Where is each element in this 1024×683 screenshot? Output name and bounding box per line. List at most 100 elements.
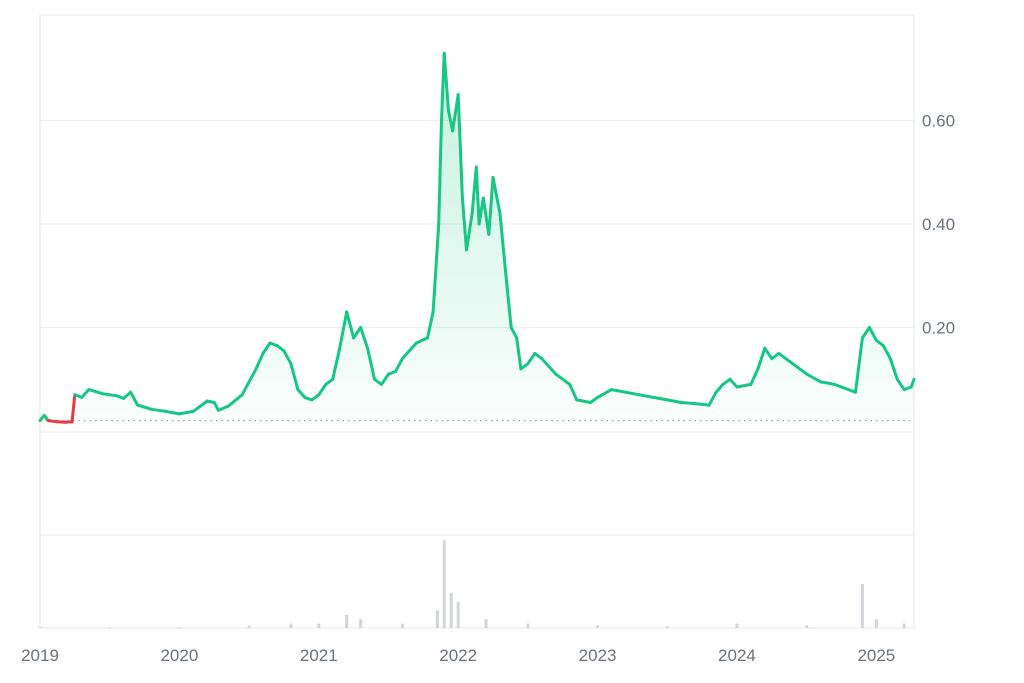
price-line-segment [854,336,864,394]
price-line-segment [860,326,871,340]
price-line-segment [679,401,697,406]
price-line-segment [735,382,753,389]
x-tick-label: 2021 [300,646,338,665]
price-line-segment [426,310,435,340]
price-line-segment [554,372,572,386]
price-line-segment [129,390,140,407]
price-line-segment [289,362,300,392]
x-tick-label: 2023 [579,646,617,665]
volume-bar [442,540,446,628]
price-line-segment [414,336,429,345]
price-line-segment [895,377,906,392]
price-line-segment [777,351,795,366]
price-line-segment [394,357,404,373]
volume-bar [108,627,112,628]
price-line-segment [515,336,523,371]
price-line-segment [296,388,307,399]
volume-bar [435,610,439,628]
price-line-segment [80,388,91,399]
price-line-segment [819,380,836,386]
price-line-segment [442,51,450,112]
price-line-segment [728,377,739,389]
price-line-segment [568,382,579,402]
volume-bar [596,625,600,628]
volume-bar [345,614,349,628]
price-line-segment [460,196,468,252]
price-area-fill [40,53,914,421]
price-line-segment [651,395,669,402]
y-tick-label: 0.40 [922,215,955,234]
x-tick-label: 2019 [21,646,59,665]
price-lines [38,51,916,424]
y-tick-label: 0.60 [922,112,955,131]
price-line-segment [610,388,627,394]
volume-bar [289,623,293,628]
price-line-segment [226,393,244,408]
x-tick-label: 2025 [857,646,895,665]
price-line-segment [380,372,390,386]
price-line-segment [437,119,443,226]
price-line-segment [456,93,464,200]
price-line-segment [487,175,495,236]
volume-bar [400,623,404,628]
price-line-segment [366,346,376,381]
volume-bar [359,619,363,628]
volume-bar [874,619,878,628]
price-line-segment [465,212,474,252]
price-line-segment [338,310,349,350]
price-line-segment [150,407,167,413]
price-line-segment [637,393,655,399]
x-tick-label: 2022 [439,646,477,665]
price-line-segment [101,392,119,398]
price-line-segment [359,326,370,350]
volume-bar [38,627,42,628]
volume-bar [456,601,460,628]
price-line-segment [505,284,513,329]
x-tick-label: 2024 [718,646,756,665]
price-line-segment [540,357,558,376]
price-line-segment [70,393,77,424]
price-line-segment [881,344,892,361]
price-line-segment [216,404,230,412]
volume-bar [805,625,809,628]
volume-bar [449,592,453,628]
price-line-segment [400,349,411,361]
price-line-segment [596,388,613,399]
price-line-segment [867,326,878,342]
price-line-segment [665,398,683,404]
plot-frame [39,14,915,629]
y-tick-label: 0.20 [922,319,955,338]
price-line-segment [624,390,641,397]
price-line-segment [474,165,481,226]
price-line-segment [756,346,767,371]
volume-bar [484,619,488,628]
price-line-segment [526,351,537,366]
price-line-segment [331,346,342,381]
price-line-segment [805,372,823,384]
price-line-segment [693,402,711,407]
volume-bar [665,626,669,628]
price-line-segment [177,409,195,416]
volume-bar [247,625,251,628]
price-line-segment [282,349,293,366]
price-line-segment [575,398,593,404]
volume-bar [902,623,906,628]
price-line-segment [431,222,441,314]
price-line-segment [164,409,181,416]
price-line-segment [240,367,258,397]
volume-bar [526,623,530,628]
price-line-segment [763,346,774,361]
price-line-segment [749,367,760,386]
price-line-segment [87,388,105,396]
price-line-segment [122,390,133,400]
price-line-segment [791,362,809,376]
volume-bar [735,623,739,628]
price-area [40,53,914,421]
price-line-segment [254,351,265,371]
x-tick-labels: 2019 2020 2021 2022 2023 2024 2025 [21,646,895,665]
price-line-segment [345,310,356,340]
price-line-segment [352,326,363,340]
price-line-segment [707,390,718,407]
x-tick-label: 2020 [160,646,198,665]
